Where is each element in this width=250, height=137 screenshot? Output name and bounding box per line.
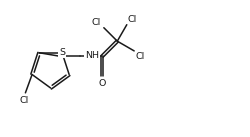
- Text: Cl: Cl: [135, 52, 144, 61]
- Text: Cl: Cl: [128, 15, 137, 24]
- Text: NH: NH: [84, 51, 98, 60]
- Text: Cl: Cl: [20, 96, 29, 105]
- Text: O: O: [98, 79, 106, 88]
- Text: Cl: Cl: [91, 18, 101, 27]
- Text: S: S: [59, 48, 65, 57]
